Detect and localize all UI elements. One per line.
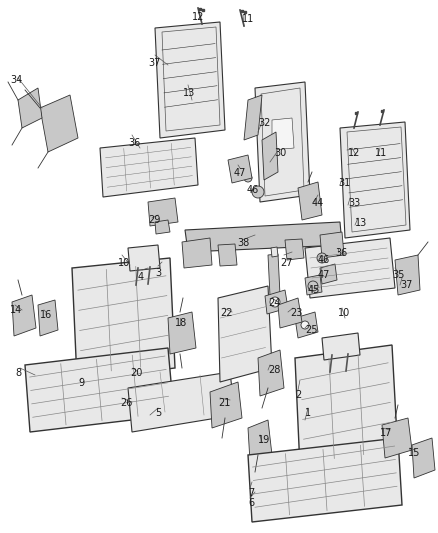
Polygon shape [248,438,402,522]
Text: 6: 6 [248,498,254,508]
Polygon shape [40,95,78,152]
Text: 4: 4 [138,272,144,282]
Polygon shape [182,238,212,268]
Polygon shape [128,245,160,271]
Text: 36: 36 [335,248,347,258]
Polygon shape [295,312,318,338]
Polygon shape [228,155,252,183]
Text: 27: 27 [280,258,293,268]
Polygon shape [305,238,395,298]
Text: 47: 47 [234,168,246,178]
Text: 20: 20 [130,368,142,378]
Text: 3: 3 [155,268,161,278]
Polygon shape [320,232,344,258]
Text: 2: 2 [295,390,301,400]
Text: 35: 35 [392,270,404,280]
Text: 18: 18 [175,318,187,328]
Polygon shape [340,122,410,238]
Text: 47: 47 [318,270,330,280]
Polygon shape [258,350,284,396]
Polygon shape [382,418,412,458]
Polygon shape [128,372,235,432]
Polygon shape [298,182,322,220]
Polygon shape [244,95,262,140]
Text: 21: 21 [218,398,230,408]
Polygon shape [218,286,272,382]
Text: 24: 24 [268,298,280,308]
Polygon shape [248,420,272,462]
Text: 10: 10 [118,258,130,268]
Text: 46: 46 [318,255,330,265]
Text: 15: 15 [408,448,420,458]
Polygon shape [25,348,174,432]
Polygon shape [185,222,342,252]
Text: 13: 13 [183,88,195,98]
Text: 34: 34 [10,75,22,85]
Text: 10: 10 [338,308,350,318]
Polygon shape [278,298,302,328]
Polygon shape [295,345,398,468]
Polygon shape [168,312,196,354]
Text: 32: 32 [258,118,270,128]
Polygon shape [320,264,337,284]
Text: 23: 23 [290,308,302,318]
Text: 8: 8 [15,368,21,378]
Text: 30: 30 [274,148,286,158]
Polygon shape [305,275,322,295]
Polygon shape [255,82,310,202]
Circle shape [252,186,264,198]
Text: 19: 19 [258,435,270,445]
Text: 22: 22 [220,308,233,318]
Polygon shape [155,22,225,138]
Text: 9: 9 [78,378,84,388]
Polygon shape [412,438,435,478]
Text: 12: 12 [348,148,360,158]
Polygon shape [100,138,198,197]
Text: 1: 1 [305,408,311,418]
Text: 13: 13 [355,218,367,228]
Polygon shape [268,254,280,296]
Text: 38: 38 [237,238,249,248]
Polygon shape [12,295,36,336]
Text: 5: 5 [155,408,161,418]
Text: 37: 37 [148,58,160,68]
Text: 33: 33 [348,198,360,208]
Text: 16: 16 [40,310,52,320]
Polygon shape [38,300,58,336]
Polygon shape [265,290,288,314]
Text: 45: 45 [308,285,320,295]
Polygon shape [272,118,294,150]
Polygon shape [285,239,304,260]
Text: 37: 37 [400,280,412,290]
Text: 29: 29 [148,215,160,225]
Text: 11: 11 [375,148,387,158]
Polygon shape [395,255,420,295]
Polygon shape [148,198,178,226]
Circle shape [301,321,309,329]
Text: 12: 12 [192,12,205,22]
Text: 26: 26 [120,398,132,408]
Text: 7: 7 [248,488,254,498]
Text: 25: 25 [305,325,318,335]
Circle shape [270,297,280,307]
Text: 36: 36 [128,138,140,148]
Circle shape [317,253,327,263]
Text: 14: 14 [10,305,22,315]
Text: 31: 31 [338,178,350,188]
Text: 17: 17 [380,428,392,438]
Text: 28: 28 [268,365,280,375]
Polygon shape [18,88,42,128]
Text: 44: 44 [312,198,324,208]
Circle shape [308,281,318,291]
Polygon shape [322,333,360,360]
Text: 11: 11 [242,14,254,24]
Polygon shape [271,247,278,257]
Polygon shape [262,132,278,180]
Circle shape [244,174,252,182]
Polygon shape [72,258,175,380]
Text: 46: 46 [247,185,259,195]
Polygon shape [218,244,237,266]
Polygon shape [155,220,170,234]
Polygon shape [210,382,242,428]
